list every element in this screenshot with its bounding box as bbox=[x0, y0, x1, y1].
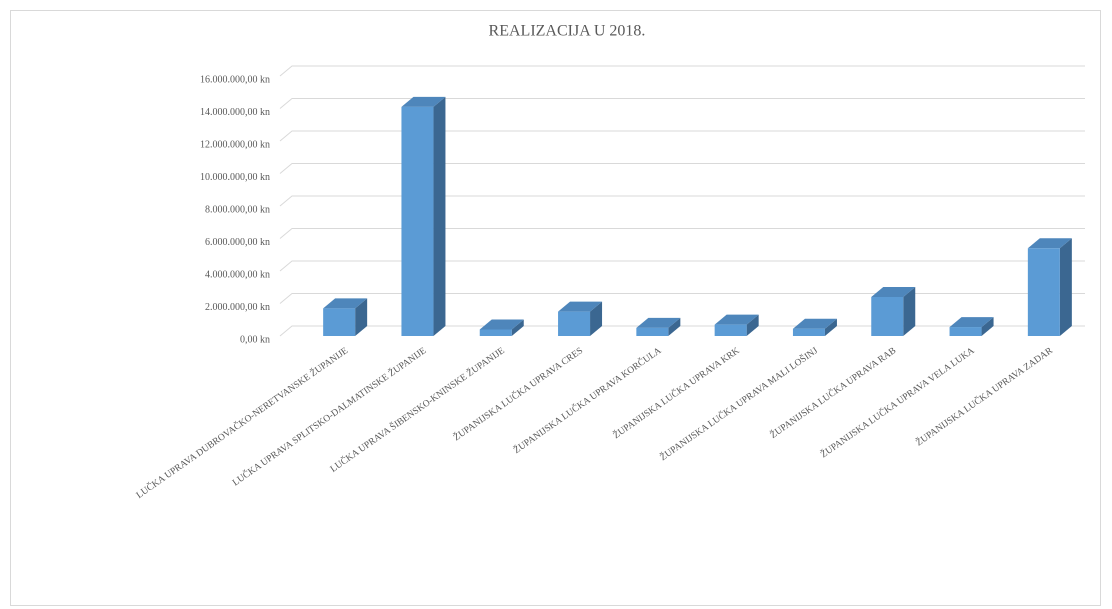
y-tick-label: 0,00 kn bbox=[240, 334, 270, 345]
bar-top bbox=[1027, 238, 1072, 249]
bar-top bbox=[714, 314, 759, 325]
bar-side bbox=[824, 318, 837, 336]
bar-side bbox=[746, 314, 759, 336]
chart-frame bbox=[10, 10, 1101, 606]
grid-line bbox=[279, 293, 1085, 304]
bar-top bbox=[558, 301, 603, 312]
bar-top bbox=[949, 317, 994, 328]
bar-top bbox=[792, 318, 837, 329]
y-tick-label: 16.000.000,00 kn bbox=[200, 74, 270, 85]
y-tick-label: 10.000.000,00 kn bbox=[200, 172, 270, 183]
y-tick-label: 4.000.000,00 kn bbox=[205, 269, 270, 280]
y-tick-label: 12.000.000,00 kn bbox=[200, 139, 270, 150]
bar bbox=[792, 328, 825, 336]
y-tick-label: 14.000.000,00 kn bbox=[200, 107, 270, 118]
bar-side bbox=[590, 301, 603, 336]
bar bbox=[949, 327, 982, 336]
grid-line bbox=[279, 228, 1085, 239]
bar-side bbox=[433, 96, 446, 336]
bar bbox=[636, 327, 669, 336]
bar bbox=[323, 308, 356, 336]
bar-top bbox=[871, 287, 916, 297]
bar bbox=[1027, 248, 1060, 336]
bar-top bbox=[636, 317, 681, 328]
y-tick-label: 2.000.000,00 kn bbox=[205, 302, 270, 313]
grid-line bbox=[279, 195, 1085, 207]
chart-title: REALIZACIJA U 2018. bbox=[489, 23, 646, 40]
grid-line bbox=[279, 130, 1085, 142]
bar-side bbox=[1059, 238, 1072, 336]
grid-line bbox=[279, 260, 1085, 272]
y-tick-label: 6.000.000,00 kn bbox=[205, 237, 270, 248]
bar bbox=[714, 324, 747, 336]
bar-top bbox=[401, 96, 446, 107]
bar-side bbox=[511, 319, 524, 336]
bar-side bbox=[981, 317, 994, 336]
grid-line bbox=[279, 98, 1085, 109]
bar-top bbox=[323, 298, 368, 309]
bar-top bbox=[479, 319, 524, 330]
bar bbox=[479, 329, 512, 336]
y-tick-label: 8.000.000,00 kn bbox=[205, 204, 270, 215]
bar bbox=[401, 106, 434, 336]
bar bbox=[871, 297, 904, 336]
bar-side bbox=[668, 317, 681, 336]
grid-line bbox=[279, 65, 1085, 77]
bar bbox=[558, 311, 591, 336]
bar-side bbox=[355, 298, 368, 336]
grid-line bbox=[279, 163, 1085, 174]
bar-side bbox=[903, 287, 916, 336]
